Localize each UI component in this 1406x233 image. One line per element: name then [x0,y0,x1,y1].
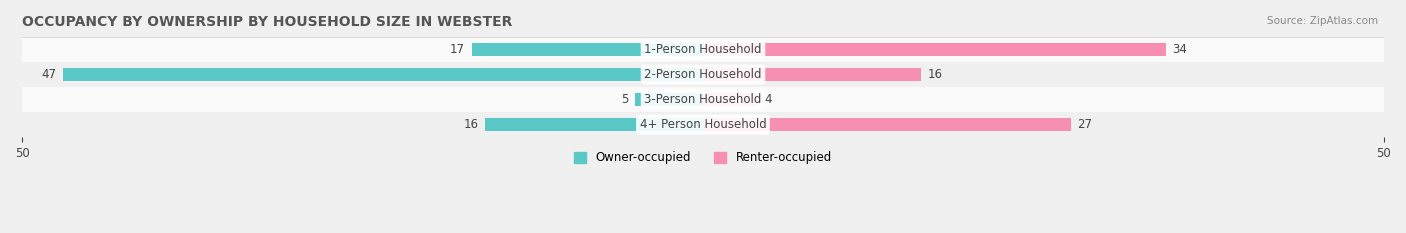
Text: 47: 47 [41,68,56,81]
Bar [63,68,703,82]
Text: OCCUPANCY BY OWNERSHIP BY HOUSEHOLD SIZE IN WEBSTER: OCCUPANCY BY OWNERSHIP BY HOUSEHOLD SIZE… [22,15,513,29]
Text: Source: ZipAtlas.com: Source: ZipAtlas.com [1267,16,1378,26]
Text: 2-Person Household: 2-Person Household [644,68,762,81]
Bar [485,118,703,131]
Text: 3-Person Household: 3-Person Household [644,93,762,106]
Text: 5: 5 [621,93,628,106]
Bar [22,62,1384,87]
Bar [22,112,1384,137]
Legend: Owner-occupied, Renter-occupied: Owner-occupied, Renter-occupied [569,147,837,169]
Text: 4: 4 [765,93,772,106]
Bar [703,93,758,106]
Text: 17: 17 [450,43,465,56]
Text: 34: 34 [1173,43,1188,56]
Bar [703,43,1166,56]
Bar [636,93,703,106]
Text: 27: 27 [1077,118,1092,131]
Text: 4+ Person Household: 4+ Person Household [640,118,766,131]
Bar [471,43,703,56]
Bar [22,87,1384,112]
Text: 16: 16 [464,118,478,131]
Bar [703,68,921,82]
Bar [703,118,1070,131]
Text: 1-Person Household: 1-Person Household [644,43,762,56]
Text: 16: 16 [928,68,942,81]
Bar [22,37,1384,62]
